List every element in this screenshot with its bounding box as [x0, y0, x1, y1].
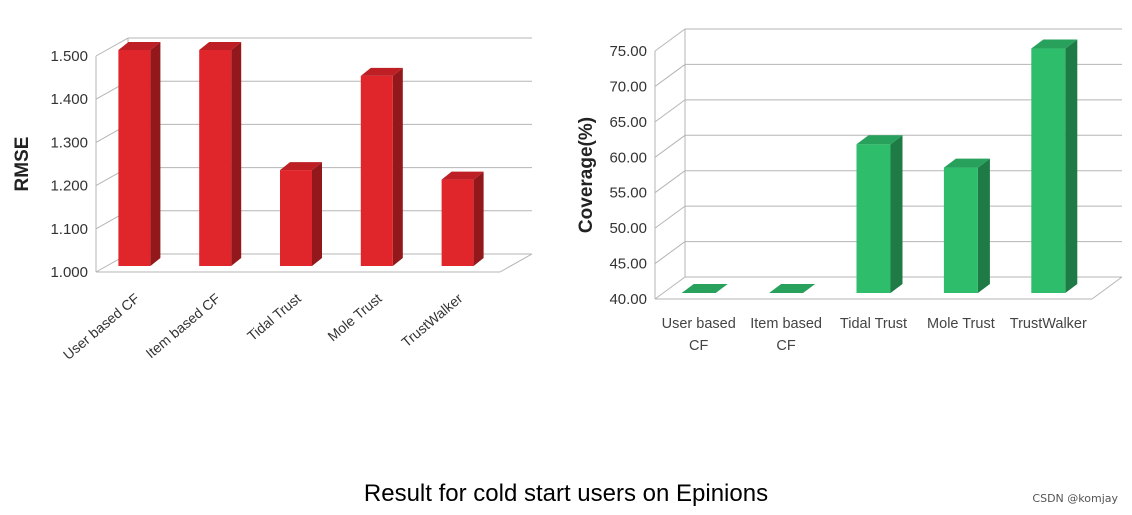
gridline-depth — [654, 64, 686, 87]
y-tick-label: 40.00 — [609, 291, 647, 308]
x-tick-label: CF — [689, 338, 708, 354]
bar-side — [977, 158, 990, 293]
bar-side — [231, 42, 242, 266]
x-tick-label: User based CF — [60, 290, 142, 363]
watermark: CSDN @komjay — [1032, 492, 1118, 505]
bar-side — [1065, 39, 1078, 293]
bar-front — [360, 75, 393, 266]
x-tick-label: Tidal Trust — [244, 290, 304, 344]
bar — [1031, 39, 1078, 293]
y-tick-label: 1.400 — [50, 91, 88, 108]
x-tick-label: TrustWalker — [1010, 316, 1087, 332]
gridline-depth — [654, 134, 686, 158]
y-tick-label: 1.300 — [50, 134, 88, 151]
gridline-depth — [654, 28, 686, 52]
bar-top — [441, 171, 484, 180]
x-tick-label: TrustWalker — [398, 290, 466, 350]
gridline-depth — [654, 241, 686, 264]
floor-side-edge — [499, 253, 533, 273]
gridline-depth — [654, 99, 686, 123]
bar-top — [1031, 39, 1078, 49]
y-axis-title: Coverage(%) — [576, 117, 597, 233]
x-tick-label: CF — [776, 338, 795, 354]
y-tick-label: 1.000 — [50, 264, 88, 281]
bar-side — [392, 67, 403, 266]
y-tick-label: 1.200 — [50, 178, 88, 195]
x-tick-label: Tidal Trust — [840, 316, 907, 332]
bar-top — [769, 284, 816, 293]
y-tick-label: 70.00 — [609, 78, 647, 95]
bar — [118, 42, 161, 266]
bar — [769, 284, 816, 293]
y-axis-title: RMSE — [12, 137, 33, 192]
bar — [441, 171, 484, 266]
bar-top — [681, 284, 728, 293]
y-tick-label: 50.00 — [609, 220, 647, 237]
y-tick-label: 45.00 — [609, 256, 647, 273]
bar — [199, 42, 242, 266]
bar — [681, 284, 728, 293]
bar — [360, 67, 403, 266]
bar-front — [856, 144, 891, 293]
y-tick-label: 60.00 — [609, 149, 647, 166]
rmse-chart: 1.000 1.100 1.200 1.300 1.400 1.500 RMSE User b… — [12, 37, 533, 363]
y-tick-label: 1.100 — [50, 221, 88, 238]
coverage-chart: 40.00 45.00 50.00 55.00 60.00 65.00 70.00 75.00… — [576, 28, 1123, 354]
x-tick-label: Mole Trust — [324, 290, 384, 344]
figure-caption: Result for cold start users on Epinions — [363, 480, 769, 507]
bar-side — [150, 42, 161, 266]
x-tick-label: Item based CF — [142, 290, 223, 361]
bar-top — [856, 135, 903, 145]
bar-front — [943, 167, 978, 293]
y-tick-label: 1.500 — [50, 48, 88, 65]
y-tick-label: 55.00 — [609, 185, 647, 202]
bar — [856, 135, 903, 293]
bar-front — [441, 179, 474, 266]
bar-top — [360, 67, 403, 76]
bar-front — [199, 50, 232, 266]
x-tick-label: User based — [662, 316, 736, 332]
gridline-depth — [654, 170, 686, 194]
bar-side — [473, 171, 484, 266]
y-tick-label: 65.00 — [609, 114, 647, 131]
x-tick-label: Mole Trust — [927, 316, 995, 332]
bar-front — [280, 170, 312, 266]
gridline-depth — [654, 205, 686, 229]
floor-side-edge — [1091, 276, 1123, 300]
gridline-depth — [654, 276, 686, 300]
bar-top — [943, 158, 990, 168]
bar-top — [118, 42, 161, 50]
bar-top — [199, 42, 242, 50]
bar-front — [118, 50, 151, 266]
bar — [943, 158, 990, 293]
bar — [280, 162, 322, 266]
bar-side — [312, 162, 322, 266]
bar-side — [890, 135, 903, 293]
gridline-depth — [95, 37, 129, 57]
bar-front — [1031, 48, 1066, 293]
y-tick-label: 75.00 — [609, 43, 647, 60]
x-tick-label: Item based — [750, 316, 822, 332]
bar-top — [280, 162, 322, 171]
